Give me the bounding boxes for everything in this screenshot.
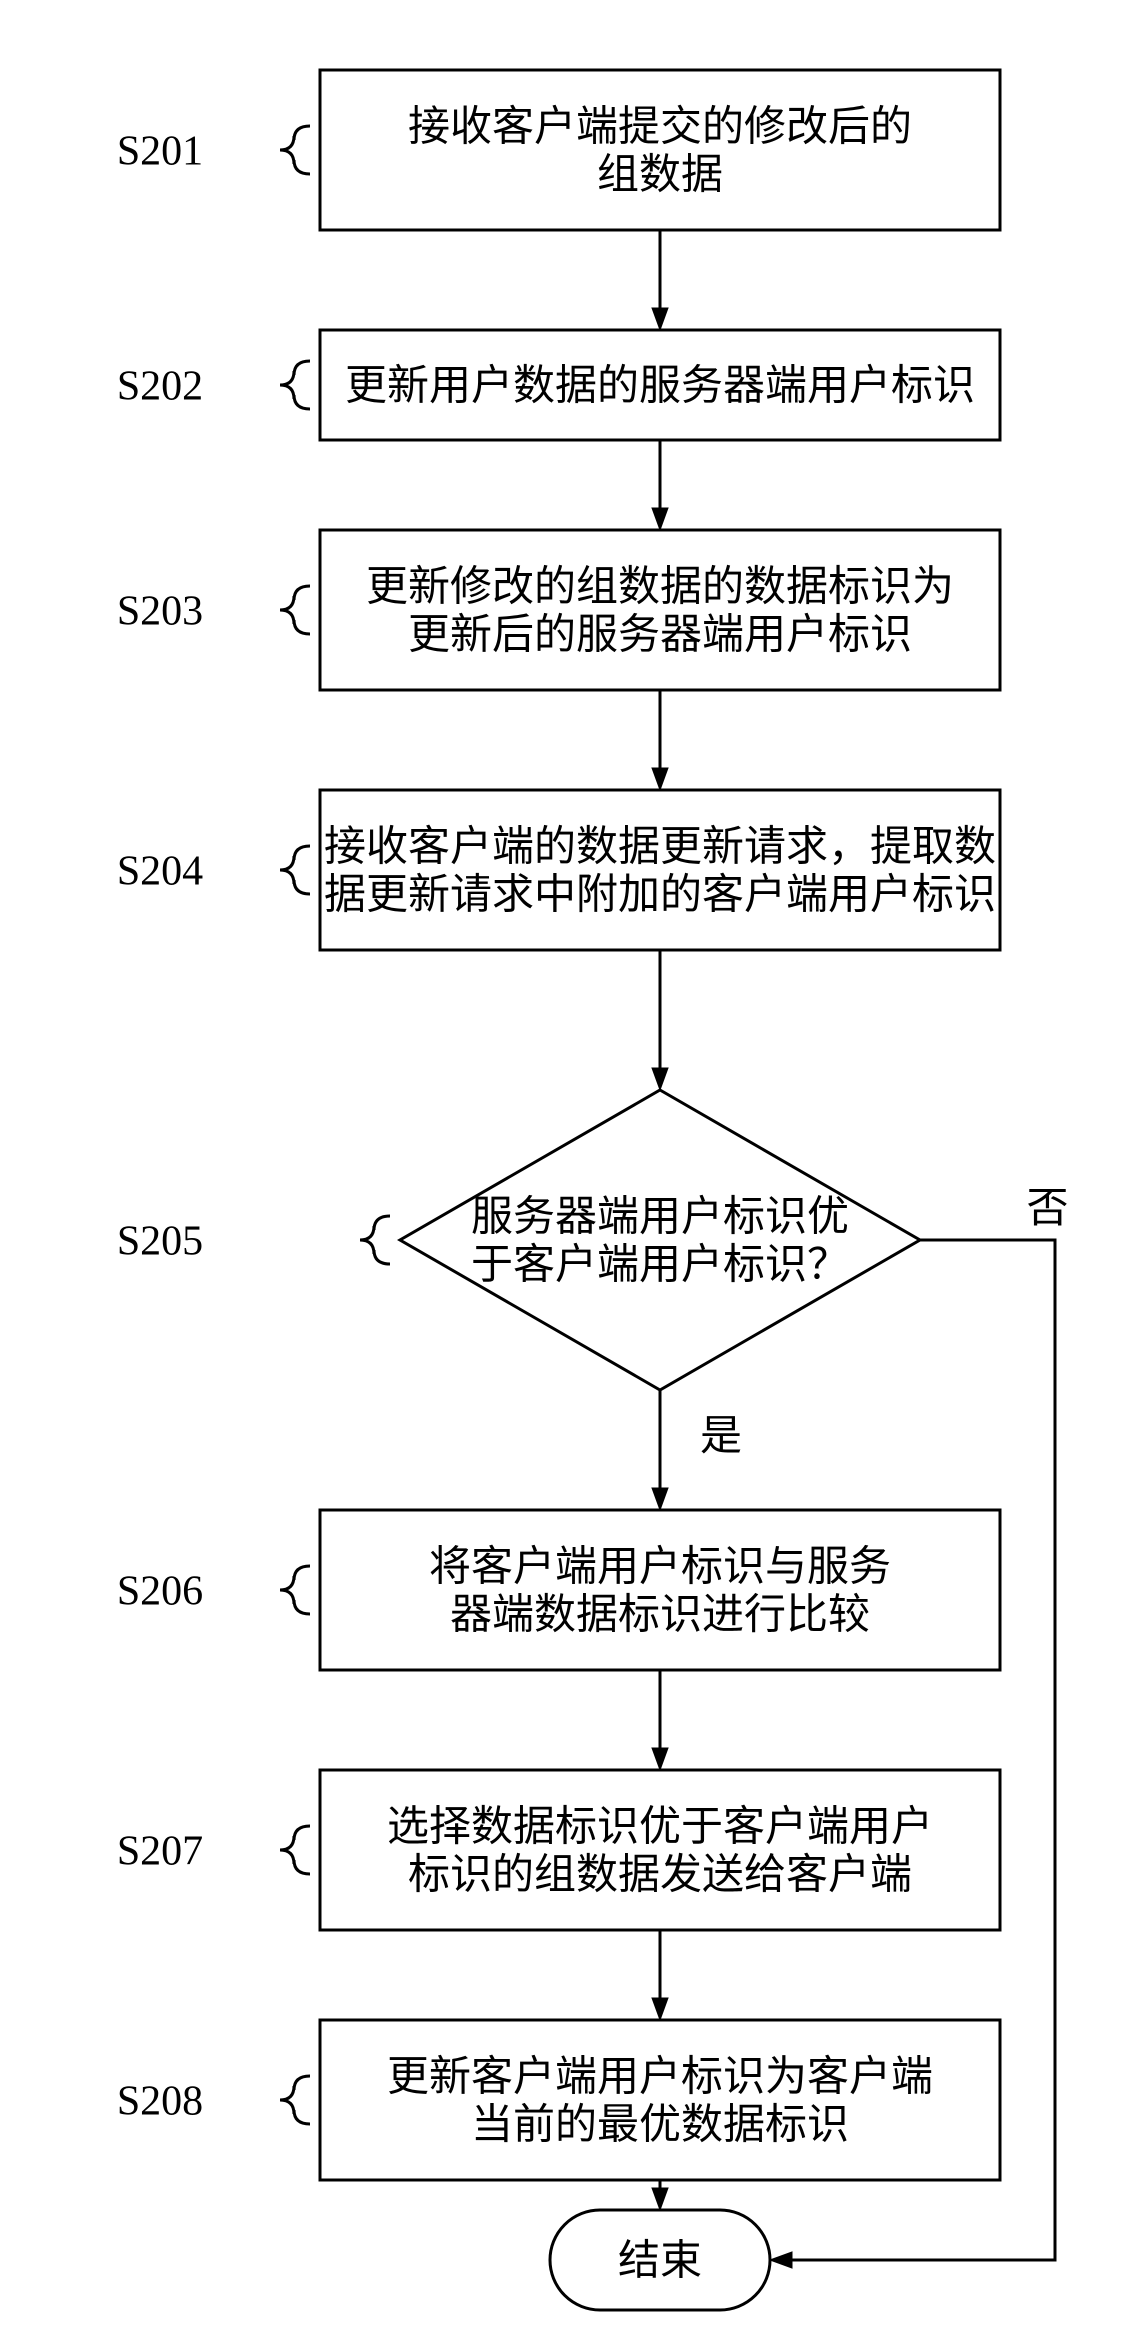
step-label-s208: S208 [117,2079,203,2125]
label-brace-s201 [280,126,310,174]
svg-text:于客户端用户标识？: 于客户端用户标识？ [471,1242,849,1289]
label-brace-s205 [360,1216,390,1264]
arrow-head [652,1748,668,1770]
svg-text:结束: 结束 [618,2238,702,2284]
svg-text:接收客户端提交的修改后的: 接收客户端提交的修改后的 [408,103,912,150]
edge-label-s205-end: 否 [1026,1186,1068,1232]
svg-text:更新后的服务器端用户标识: 更新后的服务器端用户标识 [408,613,912,659]
svg-text:器端数据标识进行比较: 器端数据标识进行比较 [450,1592,870,1639]
arrow-head [652,308,668,330]
flowchart-diagram: 接收客户端提交的修改后的组数据更新用户数据的服务器端用户标识更新修改的组数据的数… [0,0,1126,2338]
label-brace-s202 [280,361,310,409]
svg-text:更新客户端用户标识为客户端: 更新客户端用户标识为客户端 [387,2053,933,2100]
step-label-s207: S207 [117,1829,203,1875]
arrow-head [652,768,668,790]
label-brace-s206 [280,1566,310,1614]
svg-text:服务器端用户标识优: 服务器端用户标识优 [471,1194,849,1240]
label-brace-s207 [280,1826,310,1874]
label-brace-s204 [280,846,310,894]
arrow-head [652,2188,668,2210]
svg-text:接收客户端的数据更新请求，提取数: 接收客户端的数据更新请求，提取数 [324,823,996,870]
svg-text:更新修改的组数据的数据标识为: 更新修改的组数据的数据标识为 [366,564,954,610]
arrow-head [652,1998,668,2020]
step-label-s206: S206 [117,1569,203,1615]
label-brace-s208 [280,2076,310,2124]
svg-text:更新用户数据的服务器端用户标识: 更新用户数据的服务器端用户标识 [345,363,975,409]
step-label-s205: S205 [117,1219,203,1265]
terminator-text: 结束 [618,2238,702,2284]
step-label-s203: S203 [117,589,203,635]
svg-text:当前的最优数据标识: 当前的最优数据标识 [471,2103,849,2149]
step-label-s201: S201 [117,129,203,175]
step-label-s204: S204 [117,849,203,895]
arrow-head [652,1068,668,1090]
arrow-head [652,508,668,530]
arrow-head [652,1488,668,1510]
svg-text:标识的组数据发送给客户端: 标识的组数据发送给客户端 [408,1852,912,1899]
label-brace-s203 [280,586,310,634]
step-label-s202: S202 [117,364,203,410]
svg-text:将客户端用户标识与服务: 将客户端用户标识与服务 [429,1543,891,1590]
svg-text:据更新请求中附加的客户端用户标识: 据更新请求中附加的客户端用户标识 [324,872,996,919]
process-text-s202: 更新用户数据的服务器端用户标识 [345,363,975,409]
svg-text:组数据: 组数据 [597,153,723,199]
svg-text:选择数据标识优于客户端用户: 选择数据标识优于客户端用户 [387,1803,933,1850]
edge-label-s205-s206: 是 [700,1414,742,1460]
arrow-head [770,2252,792,2268]
